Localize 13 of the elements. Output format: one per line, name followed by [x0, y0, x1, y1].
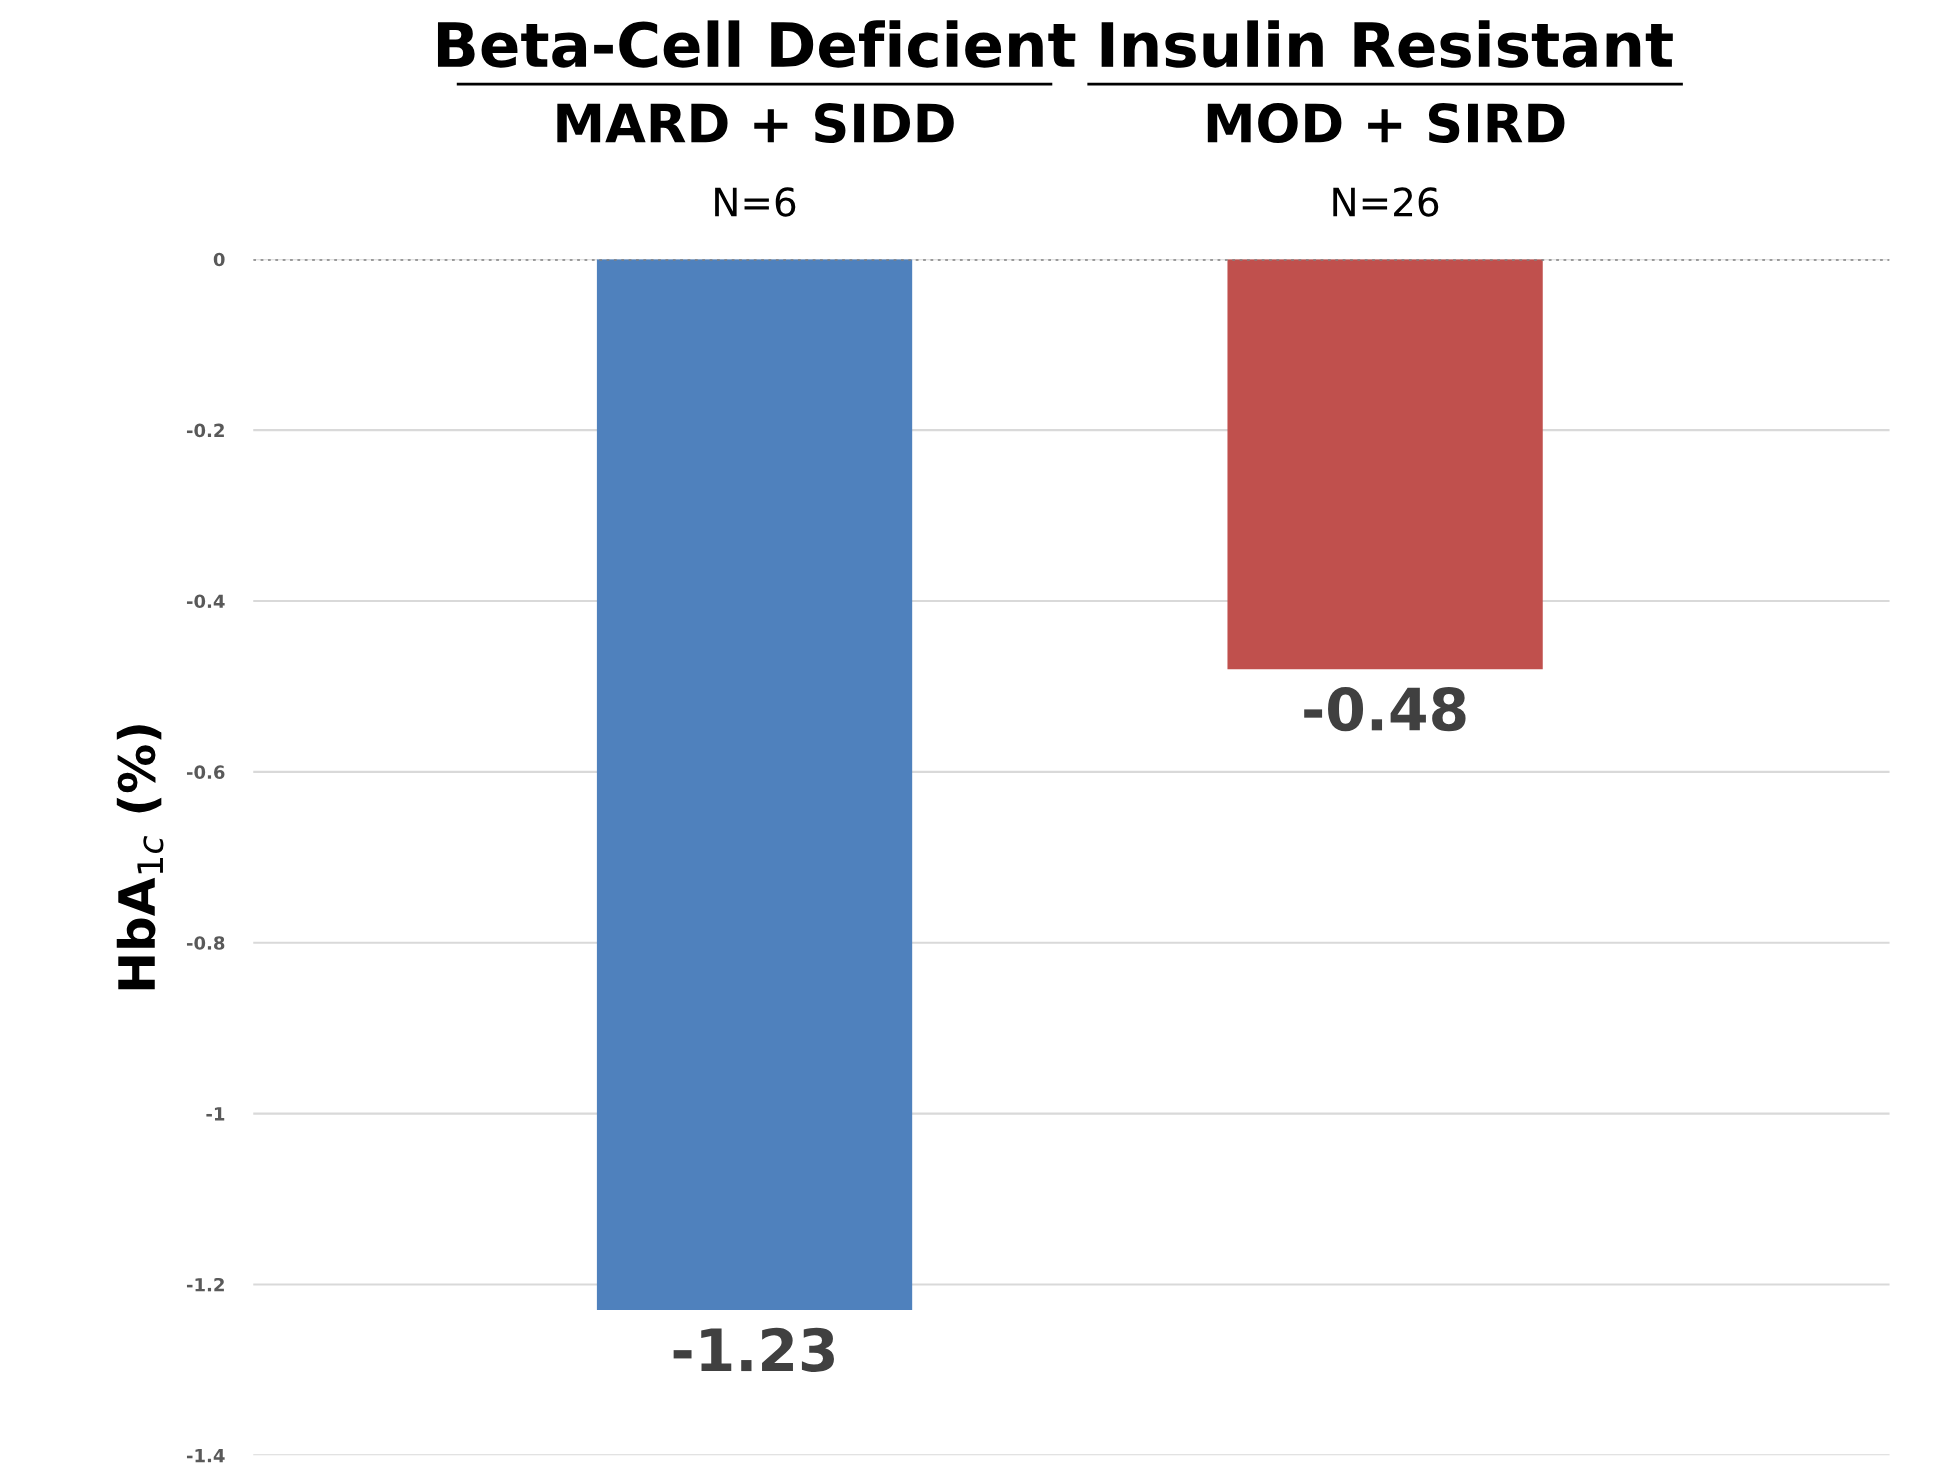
x-tick-label: Beta-Cell Deficient MARD + SIDD N=6	[437, 20, 1076, 217]
y-axis-title: HbA$_{1c}$ (%)	[116, 725, 164, 990]
y-tick-label: -0.6	[186, 765, 225, 779]
y-tick-label: -1.2	[186, 1277, 224, 1292]
data-label: -1.23	[673, 1327, 834, 1372]
y-tick-label: 0	[213, 252, 225, 267]
y-tick-label: -0.8	[186, 936, 225, 950]
data-label: -0.48	[1304, 687, 1466, 732]
x-tick-label: Insulin Resistant MOD + SIRD N=26	[1101, 20, 1673, 217]
y-tick-label: -1.4	[186, 1449, 225, 1463]
y-tick-label: -1	[206, 1107, 225, 1121]
y-tick-label: -0.2	[186, 423, 224, 438]
y-tick-label: -0.4	[186, 594, 225, 609]
